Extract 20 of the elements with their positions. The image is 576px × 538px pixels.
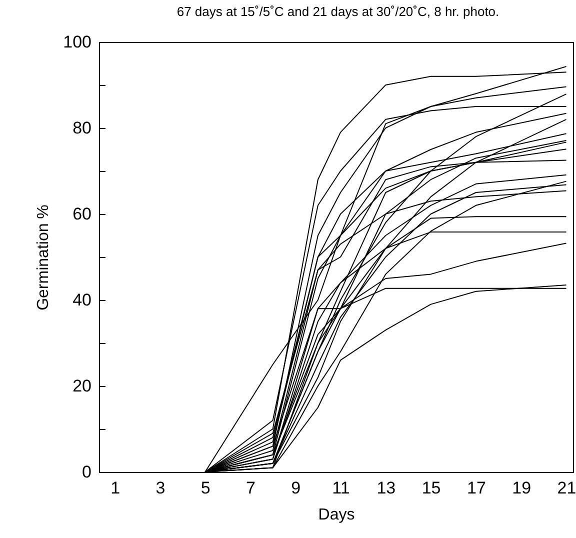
- y-tick-label: 60: [72, 204, 92, 224]
- y-tick-label: 100: [63, 32, 92, 52]
- y-tick-label: 20: [72, 376, 92, 396]
- x-tick-label: 17: [466, 478, 486, 498]
- x-tick-label: 21: [557, 478, 576, 498]
- y-tick-label: 0: [82, 462, 92, 482]
- y-axis-title: Germination %: [35, 204, 52, 310]
- x-tick-label: 9: [291, 478, 301, 498]
- y-tick-label: 80: [72, 118, 92, 138]
- x-tick-label: 7: [246, 478, 256, 498]
- x-tick-label: 3: [156, 478, 166, 498]
- x-tick-label: 5: [200, 478, 210, 498]
- y-tick-label: 40: [72, 290, 92, 310]
- x-axis-title: Days: [318, 506, 355, 524]
- x-tick-label: 11: [332, 478, 350, 498]
- x-tick-label: 19: [512, 478, 532, 498]
- chart-title: 67 days at 15˚/5˚C and 21 days at 30˚/20˚C, 8 hr. photo.: [176, 4, 500, 19]
- x-tick-label: 15: [422, 478, 441, 498]
- x-tick-label: 1: [110, 478, 120, 498]
- x-tick-label: 13: [376, 478, 396, 498]
